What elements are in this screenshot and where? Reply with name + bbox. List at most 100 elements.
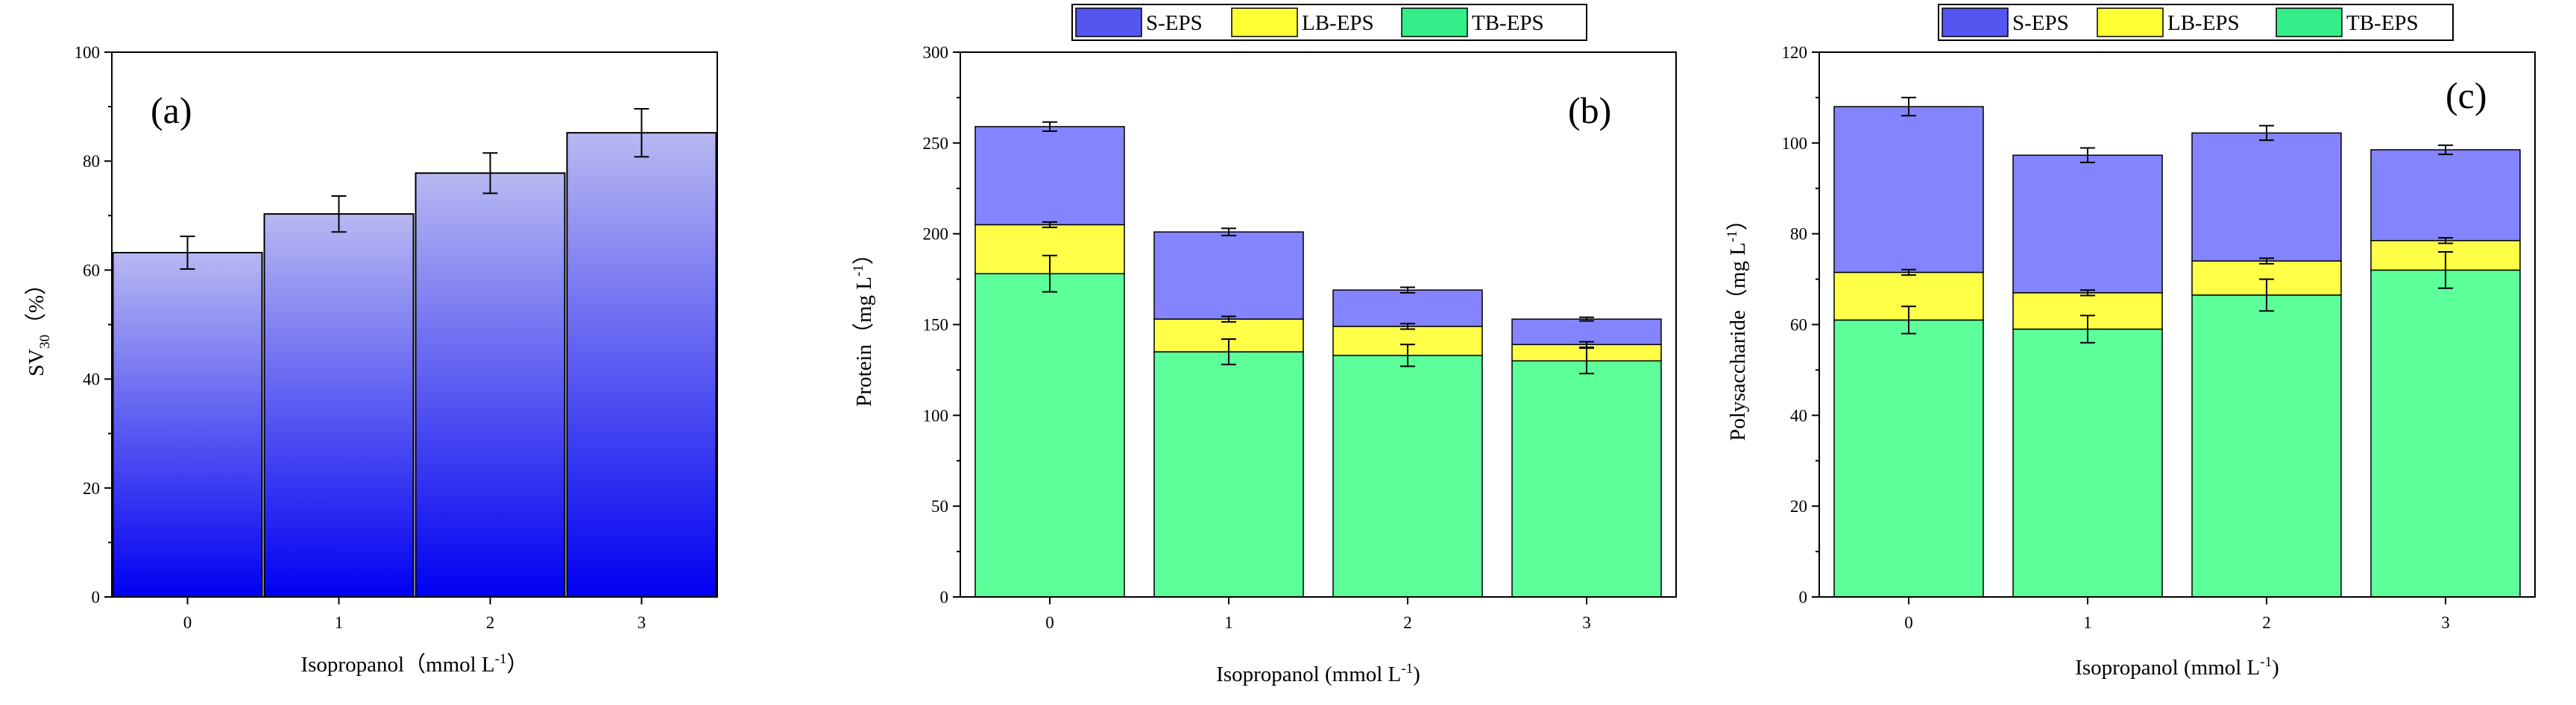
chart-b-errorbar-lb-eps-2 (1400, 323, 1415, 330)
chart-c-errorbar-s-eps-0 (1901, 96, 1916, 117)
chart-c-bar-s-eps-0 (1833, 106, 1984, 274)
chart-c-errorbar-lb-eps-3 (2438, 237, 2453, 244)
chart-b-bar-tb-eps-2 (1332, 355, 1483, 598)
chart-c-ytick-label: 120 (1782, 43, 1808, 62)
chart-b-axes: 0 50 100 150 200 250 300 0 1 2 3 (923, 43, 1591, 632)
chart-a-errorbar-1 (331, 195, 347, 233)
chart-c-bar-s-eps-2 (2191, 132, 2342, 262)
chart-a-bar-1 (263, 213, 415, 598)
chart-b-errorbar-tb-eps-1 (1221, 338, 1236, 366)
chart-c-errorbar-lb-eps-1 (2080, 289, 2095, 297)
chart-a-xtick-label: 3 (637, 613, 646, 632)
chart-c: 0 20 40 60 80 100 120 0 1 2 3 (c) Polysaccharide（m… (1725, 4, 2536, 680)
chart-a-ytick-label: 40 (83, 370, 100, 389)
chart-b-ytick-label: 200 (923, 225, 949, 244)
chart-b-bar-s-eps-2 (1332, 289, 1483, 327)
chart-c-errorbar-tb-eps-0 (1901, 306, 1916, 335)
chart-c-ytick-label: 100 (1782, 134, 1808, 153)
chart-a-xtick-label: 2 (486, 613, 495, 632)
legend-swatch-tb-eps (1401, 7, 1468, 37)
chart-c-ylabel: Polysaccharide（mg L-1） (1725, 209, 1750, 440)
chart-c-xlabel: Isopropanol (mmol L-1) (2075, 654, 2279, 680)
chart-b-errorbar-tb-eps-2 (1400, 344, 1415, 367)
chart-b-bar-tb-eps-1 (1153, 351, 1304, 598)
chart-a-marks (112, 108, 717, 598)
chart-a-ytick-label: 20 (83, 479, 100, 498)
chart-b-errorbar-s-eps-2 (1400, 286, 1415, 294)
chart-b-panel-label: (b) (1568, 89, 1611, 131)
chart-c-bar-s-eps-1 (2012, 154, 2163, 294)
chart-b-ytick-label: 100 (923, 406, 949, 425)
chart-b-ytick-label: 50 (931, 497, 948, 516)
chart-a-ytick-label: 60 (83, 261, 100, 279)
chart-c-bar-tb-eps-2 (2191, 294, 2342, 598)
chart-b-xtick-label: 1 (1224, 613, 1233, 632)
chart-c-xtick-label: 1 (2083, 613, 2092, 632)
chart-c-panel-label: (c) (2446, 75, 2487, 116)
chart-a-ytick-label: 100 (75, 43, 101, 62)
legend-label-tb-eps: TB-EPS (2346, 11, 2419, 35)
chart-b-errorbar-s-eps-0 (1042, 121, 1057, 132)
chart-a-ylabel: SV30（%） (25, 274, 53, 376)
chart-b-errorbar-lb-eps-0 (1042, 221, 1057, 229)
chart-b-ytick-label: 150 (923, 316, 949, 335)
legend-swatch-lb-eps (1231, 7, 1298, 37)
chart-c-errorbar-lb-eps-0 (1901, 268, 1916, 276)
chart-b-bar-s-eps-0 (974, 126, 1125, 226)
chart-c-errorbar-s-eps-3 (2438, 144, 2453, 156)
chart-a-xlabel: Isopropanol（mmol L-1） (300, 651, 528, 677)
chart-b-bar-s-eps-1 (1153, 231, 1304, 320)
chart-b-errorbar-lb-eps-3 (1579, 341, 1594, 348)
chart-c-xtick-label: 2 (2262, 613, 2271, 632)
chart-b-ylabel: Protein（mg L-1） (851, 243, 876, 407)
chart-c-xtick-label: 3 (2441, 613, 2450, 632)
chart-b-ytick-label: 250 (923, 134, 949, 153)
chart-c-ytick-label: 0 (1799, 588, 1808, 607)
legend-label-s-eps: S-EPS (2012, 11, 2069, 35)
chart-c-ytick-label: 20 (1790, 497, 1807, 516)
chart-a-errorbar-3 (634, 108, 649, 158)
chart-c-bar-tb-eps-3 (2370, 269, 2521, 598)
chart-c-bar-s-eps-3 (2370, 149, 2521, 241)
chart-a-xtick-label: 1 (335, 613, 344, 632)
chart-c-errorbar-tb-eps-2 (2259, 278, 2274, 312)
chart-b-marks (974, 121, 1662, 598)
chart-b-xtick-label: 2 (1403, 613, 1412, 632)
chart-b: 0 50 100 150 200 250 300 0 1 2 3 (b) Protein（mg L-… (851, 4, 1677, 686)
chart-c-bar-tb-eps-1 (2012, 328, 2163, 598)
chart-a-errorbar-2 (482, 152, 498, 195)
legend-frame (1071, 4, 1587, 41)
chart-b-xtick-label: 3 (1582, 613, 1591, 632)
chart-c-ytick-label: 80 (1790, 225, 1807, 244)
chart-a-ytick-label: 80 (83, 152, 100, 171)
chart-a-bar-2 (415, 172, 566, 598)
legend-swatch-s-eps (1942, 7, 2009, 37)
chart-b-ytick-label: 0 (940, 588, 949, 607)
legend-swatch-lb-eps (2097, 7, 2164, 37)
chart-c-xtick-label: 0 (1904, 613, 1913, 632)
chart-b-xtick-label: 0 (1045, 613, 1054, 632)
chart-c-axes: 0 20 40 60 80 100 120 0 1 2 3 (1782, 43, 2450, 632)
chart-c-errorbar-tb-eps-3 (2438, 251, 2453, 289)
chart-a-bar-0 (112, 252, 263, 598)
chart-b-legend: S-EPS LB-EPS TB-EPS (1071, 4, 1587, 41)
chart-b-ytick-label: 300 (923, 43, 949, 62)
chart-c-ytick-label: 40 (1790, 406, 1807, 425)
legend-frame (1938, 4, 2454, 41)
chart-b-bar-s-eps-3 (1511, 318, 1662, 346)
chart-c-ytick-label: 60 (1790, 316, 1807, 335)
chart-b-bar-tb-eps-0 (974, 273, 1125, 598)
chart-c-errorbar-lb-eps-2 (2259, 257, 2274, 265)
chart-b-errorbar-lb-eps-1 (1221, 315, 1236, 323)
chart-b-errorbar-tb-eps-0 (1042, 254, 1057, 293)
legend-swatch-tb-eps (2276, 7, 2343, 37)
legend-label-tb-eps: TB-EPS (1472, 11, 1544, 35)
chart-b-xlabel: Isopropanol (mmol L-1) (1216, 661, 1420, 686)
chart-b-bar-tb-eps-3 (1511, 360, 1662, 598)
legend-label-lb-eps: LB-EPS (1302, 11, 1374, 35)
chart-a-bar-3 (566, 132, 717, 598)
chart-a-errorbar-0 (180, 235, 195, 270)
chart-c-errorbar-tb-eps-1 (2080, 314, 2095, 344)
legend-swatch-s-eps (1075, 7, 1142, 37)
